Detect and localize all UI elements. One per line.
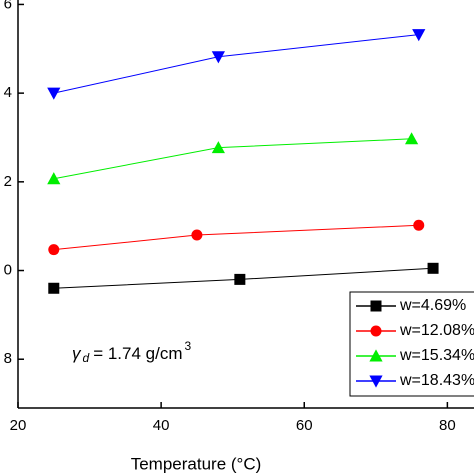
legend-label: w=18.43% [399, 372, 474, 389]
annotation: γ d = 1.74 g/cm 3 [72, 339, 192, 365]
annotation-text: = 1.74 g/cm [93, 344, 182, 363]
legend-label: w=4.69% [399, 297, 466, 314]
marker [412, 29, 426, 42]
x-tick-label: 40 [153, 417, 170, 434]
marker [427, 262, 439, 274]
marker [413, 219, 425, 231]
marker [369, 349, 383, 362]
y-tick-label: 0 [4, 261, 12, 278]
x-tick-label: 20 [10, 417, 27, 434]
x-tick-label: 80 [439, 417, 456, 434]
x-axis-label: Temperature (°C) [131, 454, 262, 473]
marker [48, 244, 60, 256]
series-line [53, 138, 412, 180]
annotation-symbol: γ [72, 344, 82, 363]
legend-label: w=15.34% [399, 347, 474, 364]
annotation-subscript: d [83, 351, 90, 365]
y-tick-label: 6 [4, 0, 12, 12]
marker [47, 172, 61, 185]
marker [191, 229, 203, 241]
marker [369, 375, 383, 388]
y-tick-label: 4 [4, 84, 12, 101]
marker [370, 325, 382, 337]
series-line [53, 34, 419, 94]
annotation-superscript: 3 [185, 339, 192, 353]
marker [234, 273, 246, 285]
series-line [53, 224, 419, 251]
marker [370, 300, 382, 312]
marker [211, 51, 225, 64]
x-tick-label: 60 [296, 417, 313, 434]
y-tick-label: 2 [4, 173, 12, 190]
marker [404, 132, 419, 145]
marker [211, 141, 225, 154]
marker [47, 87, 61, 100]
legend-label: w=12.08% [399, 322, 474, 339]
y-tick-label: 8 [4, 350, 12, 367]
marker [48, 282, 60, 294]
